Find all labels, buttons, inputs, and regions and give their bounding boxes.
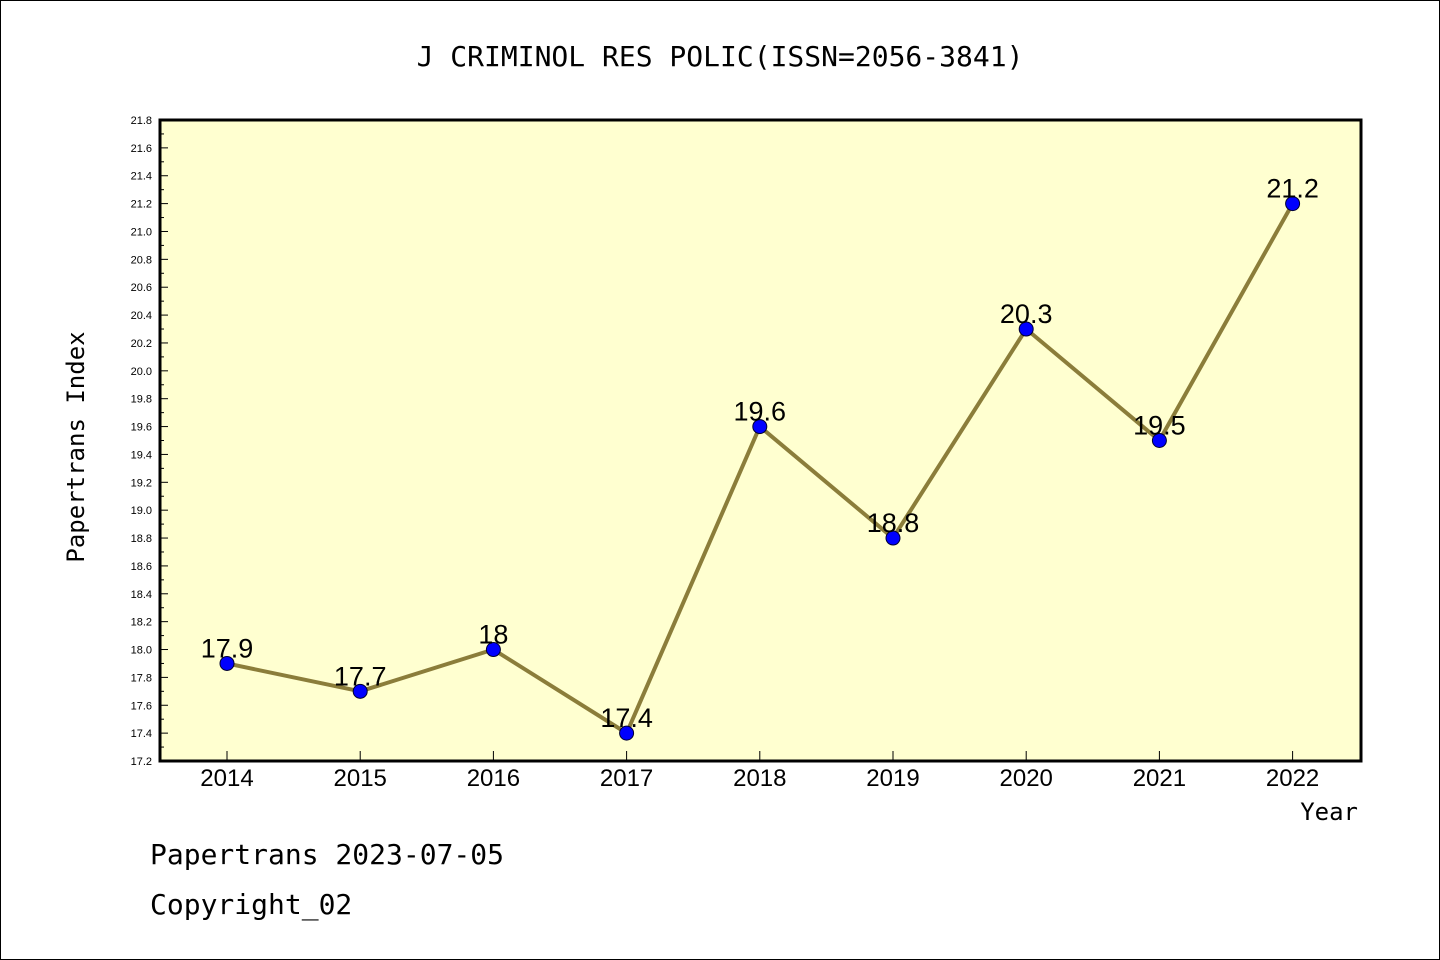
y-tick-label: 18.2 [131, 617, 152, 629]
y-tick-label: 20.8 [131, 254, 152, 266]
y-tick-label: 21.8 [131, 115, 152, 127]
data-label: 17.7 [334, 661, 387, 691]
y-tick-label: 17.6 [131, 700, 152, 712]
chart-title: J CRIMINOL RES POLIC(ISSN=2056-3841) [417, 40, 1024, 73]
x-axis-label: Year [1300, 798, 1358, 826]
data-point [752, 419, 768, 435]
x-tick-label: 2015 [334, 765, 387, 792]
x-tick-label: 2020 [1000, 765, 1053, 792]
data-point [619, 725, 635, 741]
y-tick-label: 20.2 [131, 338, 152, 350]
footer-date: Papertrans 2023-07-05 [150, 838, 504, 871]
x-tick-label: 2017 [600, 765, 653, 792]
data-point [219, 655, 235, 671]
series-group: 17.9 17.7 18 17.4 19.6 18.8 20.3 19.5 21.2 [201, 174, 1319, 741]
y-tick-label: 19.0 [131, 505, 152, 517]
y-tick-label: 18.4 [131, 589, 152, 601]
data-point [1285, 196, 1301, 212]
x-tick-label: 2019 [866, 765, 919, 792]
y-axis-label: Papertrans Index [62, 331, 90, 562]
data-label: 20.3 [1000, 299, 1053, 329]
x-axis: 2014 2015 2016 2017 2018 2019 2020 2021 2022 [200, 751, 1319, 792]
y-tick-label: 19.4 [131, 449, 152, 461]
y-tick-label: 18.8 [131, 533, 152, 545]
y-tick-label: 17.8 [131, 672, 152, 684]
data-label: 21.2 [1266, 174, 1319, 204]
y-tick-label: 21.4 [131, 171, 152, 183]
data-label: 17.9 [201, 633, 254, 663]
y-axis: 17.2 17.4 17.6 17.8 18.0 18.2 18.4 18.6 18.8 19.0… [131, 115, 168, 768]
data-label: 19.5 [1133, 411, 1186, 441]
x-tick-label: 2021 [1133, 765, 1186, 792]
y-tick-label: 18.6 [131, 561, 152, 573]
y-tick-label: 17.2 [131, 756, 152, 768]
data-label: 18.8 [867, 508, 920, 538]
data-point [352, 683, 368, 699]
x-tick-label: 2014 [200, 765, 253, 792]
y-tick-label: 17.4 [131, 728, 152, 740]
y-tick-label: 18.0 [131, 645, 152, 657]
y-tick-label: 19.6 [131, 422, 152, 434]
data-label: 18 [478, 620, 508, 650]
data-point [1018, 321, 1034, 337]
x-tick-label: 2018 [733, 765, 786, 792]
y-tick-label: 21.0 [131, 226, 152, 238]
data-point [485, 642, 501, 658]
y-tick-label: 20.4 [131, 310, 152, 322]
data-point [1151, 433, 1167, 448]
y-tick-label: 21.2 [131, 199, 152, 211]
x-tick-label: 2022 [1266, 765, 1319, 792]
y-tick-label: 20.0 [131, 366, 152, 378]
x-tick-label: 2016 [467, 765, 520, 792]
data-point [885, 530, 901, 546]
y-tick-label: 21.6 [131, 143, 152, 155]
data-label: 19.6 [734, 397, 787, 427]
y-tick-label: 19.2 [131, 477, 152, 489]
plot-border [158, 118, 1363, 763]
footer-copyright: Copyright_02 [150, 888, 352, 922]
y-tick-label: 20.6 [131, 282, 152, 294]
data-label: 17.4 [600, 703, 653, 733]
y-tick-label: 19.8 [131, 394, 152, 406]
